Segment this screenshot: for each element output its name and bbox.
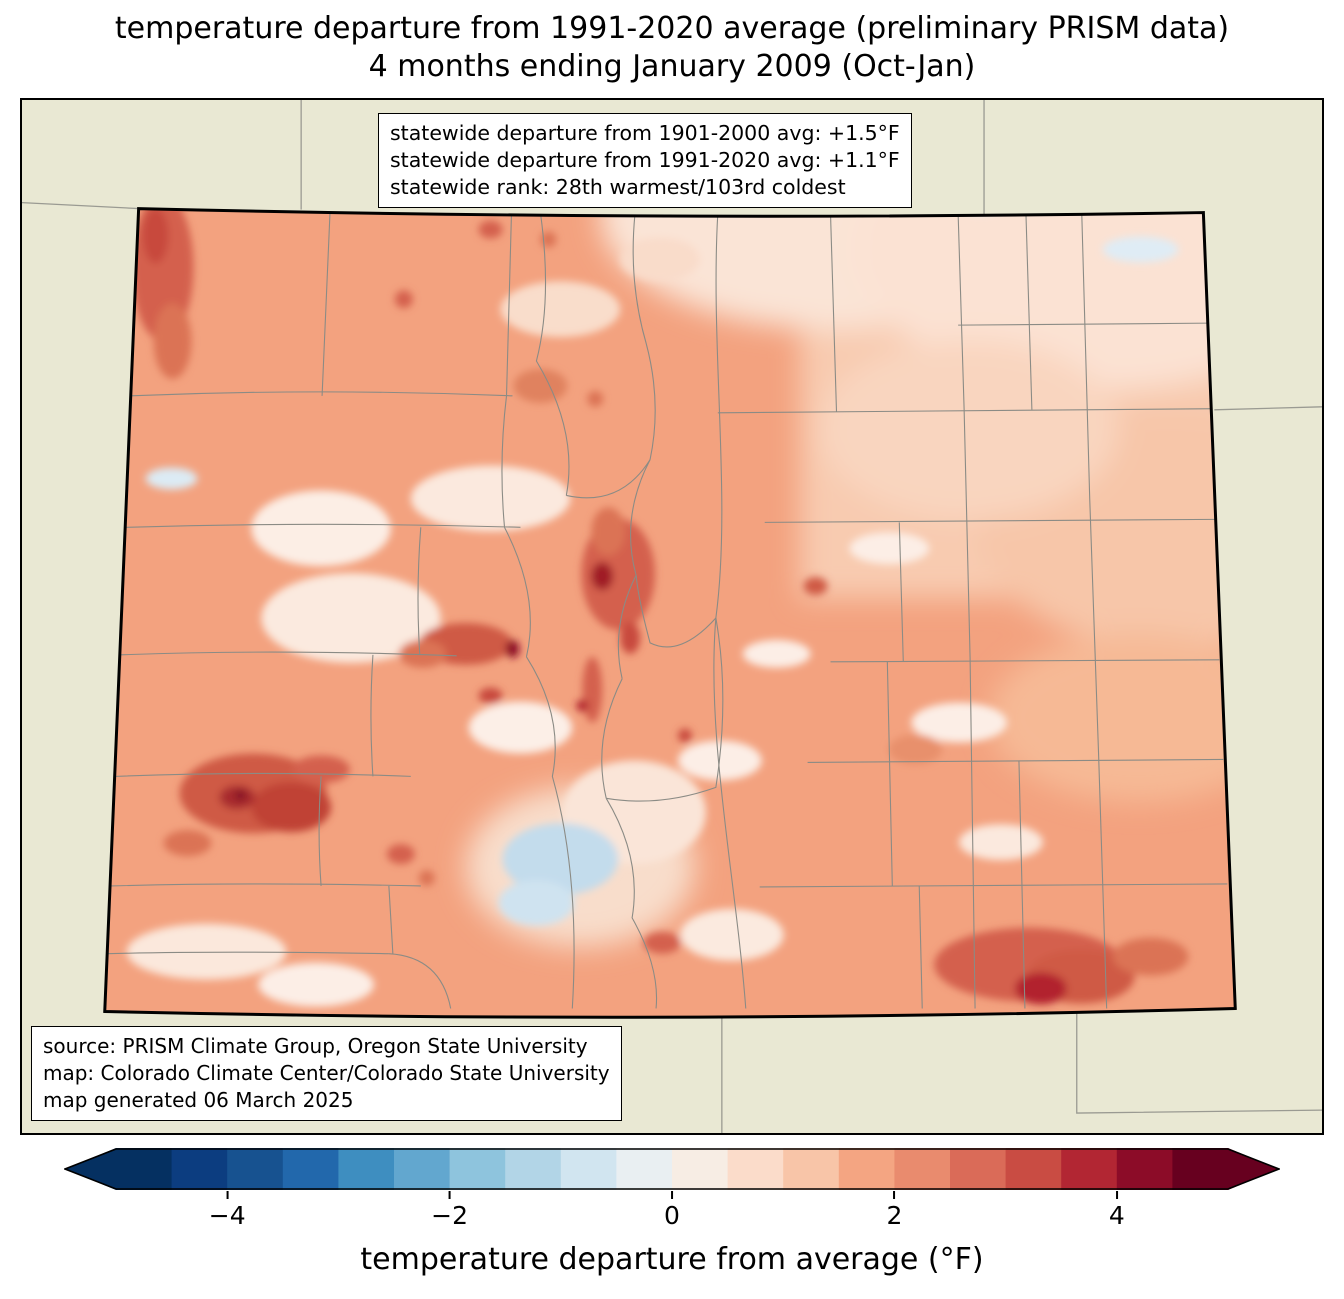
neighbor-state-borders [22,100,1322,1133]
statewide-stats-box: statewide departure from 1901-2000 avg: … [378,113,912,208]
title-line-1: temperature departure from 1991-2020 ave… [114,11,1230,46]
tick-label: 2 [886,1201,903,1230]
tick-label: 0 [664,1201,680,1230]
colorbar-tick: −4 [209,1191,246,1231]
anomaly-raster [104,208,1236,1018]
title-line-2: 4 months ending January 2009 (Oct-Jan) [368,49,976,84]
tick-mark [448,1191,451,1199]
generated-date-line: map generated 06 March 2025 [43,1088,354,1112]
colorbar-axis-label: temperature departure from average (°F) [360,1242,984,1277]
map-credit-line: map: Colorado Climate Center/Colorado St… [43,1061,610,1085]
colorbar-tick: −2 [431,1191,468,1231]
map-frame: statewide departure from 1901-2000 avg: … [20,98,1324,1135]
tick-mark [226,1191,229,1199]
stats-line-1991-2020: statewide departure from 1991-2020 avg: … [390,148,900,172]
colorbar-tick: 4 [1109,1191,1125,1231]
county-borders [107,211,1236,1009]
tick-label: −2 [431,1201,469,1230]
colorado-state-border [103,207,1237,1019]
colorbar-gradient [62,1148,1282,1190]
colorbar-tick: 0 [664,1191,680,1231]
stats-line-rank: statewide rank: 28th warmest/103rd colde… [390,175,846,199]
figure-title: temperature departure from 1991-2020 ave… [0,10,1344,86]
source-attribution-box: source: PRISM Climate Group, Oregon Stat… [31,1026,622,1121]
colorado-anomaly-map [22,100,1322,1133]
tick-mark [893,1191,896,1199]
tick-mark [671,1191,673,1199]
source-line: source: PRISM Climate Group, Oregon Stat… [43,1034,588,1058]
colorbar-ticks: −4 −2 0 2 4 [116,1191,1228,1237]
tick-mark [1115,1191,1118,1199]
anomaly-detail-fields [126,208,1189,1007]
colorbar-tick: 2 [886,1191,902,1231]
stats-line-1901-2000: statewide departure from 1901-2000 avg: … [390,121,900,145]
colorbar [62,1148,1282,1190]
tick-label: 4 [1108,1201,1125,1230]
tick-label: −4 [208,1201,246,1230]
